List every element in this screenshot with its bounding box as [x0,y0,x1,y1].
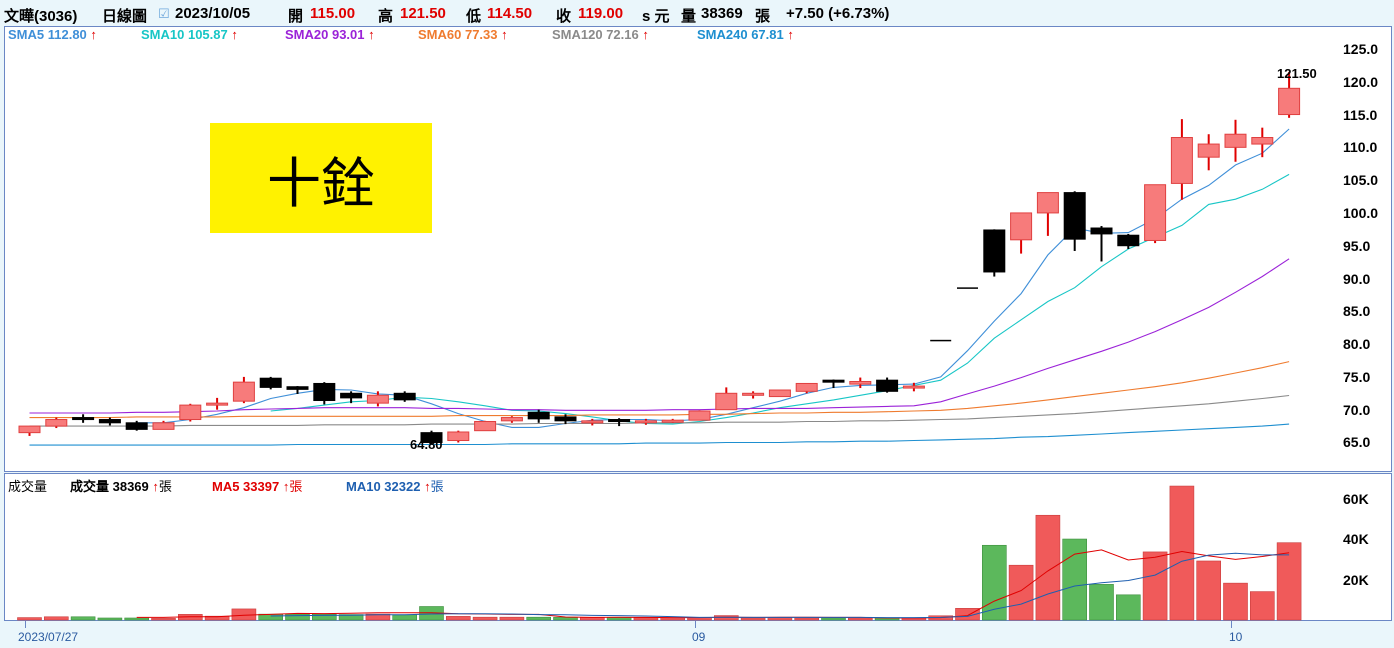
price-tick-label: 80.0 [1343,336,1371,353]
volume-value: 38369 [701,5,743,22]
volume-ma10-label: MA10 32322 [346,479,421,494]
volume-current: 成交量 38369 ↑張 [70,476,172,495]
price-tick-label: 125.0 [1343,40,1379,57]
low-label: 低 [466,8,482,25]
close-label: 收 [556,8,572,25]
stock-name: 文曄(3036) [4,8,78,25]
volume-current-label: 成交量 38369 [70,479,149,494]
unit-label: s 元 [642,8,670,25]
sma5-legend: SMA5 112.80 ↑ [8,27,97,42]
sma120-label: SMA120 72.16 [552,27,639,42]
volume-title: 成交量 [8,479,48,494]
price-tick-label: 105.0 [1343,172,1379,189]
stock-annotation-box: 十銓 [210,123,432,233]
price-tick-label: 90.0 [1343,270,1371,287]
open-label: 開 [288,8,304,25]
volume-arrow-icon: ↑ [152,479,159,494]
ma10-arrow-icon: ↑ [424,479,431,494]
low-annotation: 64.80 [410,437,443,452]
calendar-icon[interactable]: ☑ [158,6,170,21]
price-tick-label: 85.0 [1343,303,1371,320]
sma20-label: SMA20 93.01 [285,27,365,42]
high-value: 121.50 [400,5,446,22]
sma20-legend: SMA20 93.01 ↑ [285,27,375,42]
high-annotation: 121.50 [1277,66,1317,81]
sma5-arrow-icon: ↑ [90,27,97,42]
price-tick-label: 100.0 [1343,204,1379,221]
high-label: 高 [378,8,394,25]
volume-panel[interactable] [4,473,1392,621]
sma120-legend: SMA120 72.16 ↑ [552,27,649,42]
low-value: 114.50 [487,5,533,22]
volume-current-unit: 張 [158,479,172,494]
sma60-arrow-icon: ↑ [501,27,508,42]
volume-tick-label: 60K [1343,491,1369,508]
sma10-label: SMA10 105.87 [141,27,228,42]
volume-ma10-unit: 張 [430,479,444,494]
price-tick-label: 65.0 [1343,434,1371,451]
ma5-arrow-icon: ↑ [282,479,290,494]
volume-label: 量 [681,8,697,25]
open-value: 115.00 [310,5,356,22]
sma5-label: SMA5 112.80 [8,27,87,42]
price-tick-label: 110.0 [1343,139,1378,156]
volume-ma10: MA10 32322 ↑張 [346,476,444,495]
change-value: +7.50 (+6.73%) [786,5,890,22]
price-tick-label: 75.0 [1343,368,1371,385]
x-label-start: 2023/07/27 [18,630,79,644]
sma10-arrow-icon: ↑ [231,27,238,42]
price-tick-label: 115.0 [1343,106,1378,123]
price-tick-label: 95.0 [1343,237,1371,254]
volume-tick-label: 40K [1343,531,1369,548]
annotation-text: 十銓 [267,151,375,215]
quote-header: 文曄(3036) 日線圖 ☑ 2023/10/05 開 115.00 高 121… [0,0,1394,26]
sma240-legend: SMA240 67.81 ↑ [697,27,794,42]
sma240-label: SMA240 67.81 [697,27,784,42]
x-label-oct: 10 [1229,630,1243,644]
quote-date: 2023/10/05 [175,5,251,22]
sma240-arrow-icon: ↑ [787,27,794,42]
x-label-sep: 09 [692,630,706,644]
volume-unit: 張 [755,8,771,25]
sma60-legend: SMA60 77.33 ↑ [418,27,508,42]
sma20-arrow-icon: ↑ [368,27,375,42]
volume-tick-label: 20K [1343,571,1369,588]
sma60-label: SMA60 77.33 [418,27,498,42]
volume-ma5-label: MA5 33397 [212,479,280,494]
price-panel[interactable] [4,26,1392,472]
price-tick-label: 70.0 [1343,401,1371,418]
sma10-legend: SMA10 105.87 ↑ [141,27,238,42]
period-label: 日線圖 [102,8,148,25]
volume-ma5-unit: 張 [289,479,303,494]
volume-ma5: MA5 33397 ↑張 [212,476,302,495]
price-tick-label: 120.0 [1343,73,1379,90]
close-value: 119.00 [578,5,624,22]
sma120-arrow-icon: ↑ [642,27,649,42]
